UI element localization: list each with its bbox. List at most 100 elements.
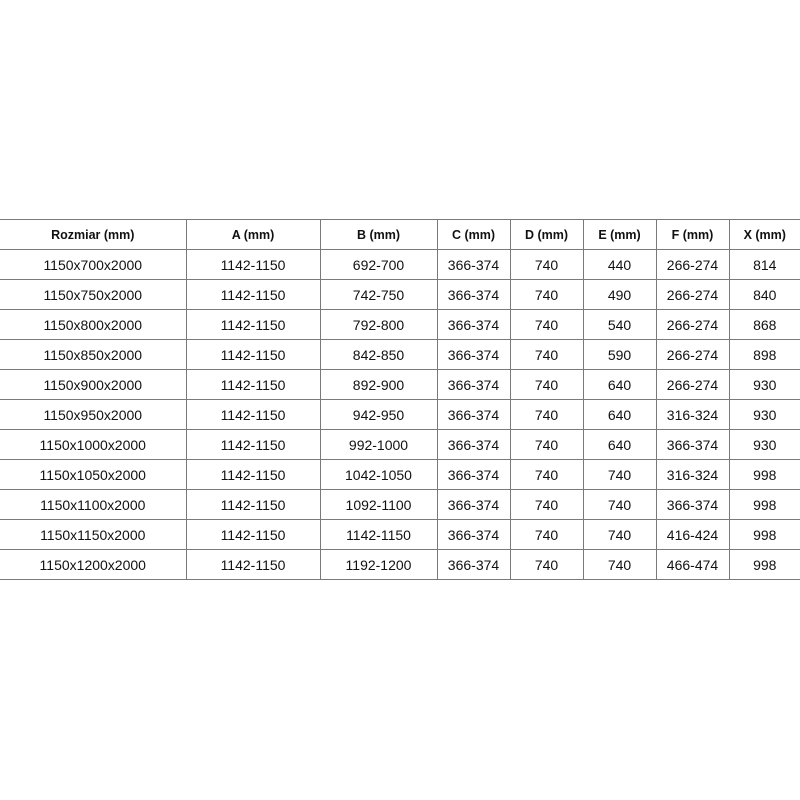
table-cell: 366-374 [436,489,511,520]
table-cell: 466-474 [655,549,730,580]
table-row: 1150x1200x2000 1142-1150 1192-1200 366-374 7… [0,549,800,580]
table-cell: 740 [509,369,584,400]
table-cell: 1150x1050x2000 [0,459,187,490]
table-row: 1150x1050x2000 1142-1150 1042-1050 366-374 7… [0,459,800,490]
column-header: F (mm) [655,219,730,250]
column-header: C (mm) [436,219,511,250]
table-cell: 1150x1100x2000 [0,489,187,520]
table-cell: 316-324 [655,399,730,430]
table-cell: 1150x950x2000 [0,399,187,430]
table-cell: 740 [509,429,584,460]
table-cell: 1142-1150 [319,519,438,550]
table-cell: 740 [582,459,657,490]
table-row: 1150x1150x2000 1142-1150 1142-1150 366-374 7… [0,519,800,550]
table-cell: 998 [728,549,800,580]
table-cell: 692-700 [319,249,438,280]
table-cell: 366-374 [436,549,511,580]
table-cell: 366-374 [436,279,511,310]
table-cell: 740 [509,339,584,370]
table-cell: 366-374 [436,309,511,340]
table-cell: 840 [728,279,800,310]
dimensions-table: Rozmiar (mm) A (mm) B (mm) C (mm) D (mm) E (m… [0,219,800,580]
table-cell: 930 [728,369,800,400]
table-cell: 740 [509,489,584,520]
table-cell: 740 [582,489,657,520]
table-cell: 740 [509,549,584,580]
table-cell: 266-274 [655,369,730,400]
table-cell: 366-374 [436,429,511,460]
table-row: 1150x750x2000 1142-1150 742-750 366-374 740 4… [0,279,800,310]
table-row: 1150x900x2000 1142-1150 892-900 366-374 740 6… [0,369,800,400]
table-cell: 930 [728,429,800,460]
table-cell: 266-274 [655,309,730,340]
table-cell: 1192-1200 [319,549,438,580]
table-cell: 366-374 [436,459,511,490]
table-cell: 992-1000 [319,429,438,460]
column-header: D (mm) [509,219,584,250]
table-cell: 540 [582,309,657,340]
table-cell: 366-374 [655,489,730,520]
table-cell: 998 [728,489,800,520]
table-cell: 416-424 [655,519,730,550]
column-header: X (mm) [728,219,800,250]
table-cell: 898 [728,339,800,370]
table-cell: 740 [509,459,584,490]
column-header: Rozmiar (mm) [0,219,187,250]
table-cell: 1142-1150 [185,309,321,340]
table-cell: 1150x800x2000 [0,309,187,340]
table-cell: 640 [582,369,657,400]
table-cell: 590 [582,339,657,370]
table-cell: 1150x850x2000 [0,339,187,370]
column-header: A (mm) [185,219,321,250]
table-cell: 842-850 [319,339,438,370]
table-row: 1150x800x2000 1142-1150 792-800 366-374 740 5… [0,309,800,340]
table-row: 1150x1100x2000 1142-1150 1092-1100 366-374 7… [0,489,800,520]
table-cell: 640 [582,399,657,430]
table-cell: 1142-1150 [185,429,321,460]
table-cell: 892-900 [319,369,438,400]
table-cell: 1150x700x2000 [0,249,187,280]
table-cell: 1150x1000x2000 [0,429,187,460]
table-cell: 266-274 [655,249,730,280]
table-cell: 1142-1150 [185,249,321,280]
table-cell: 266-274 [655,339,730,370]
table-cell: 1142-1150 [185,549,321,580]
column-header: B (mm) [319,219,438,250]
table-cell: 998 [728,459,800,490]
table-cell: 640 [582,429,657,460]
table-cell: 868 [728,309,800,340]
table-cell: 1142-1150 [185,339,321,370]
table-cell: 1142-1150 [185,399,321,430]
table-cell: 1092-1100 [319,489,438,520]
table-cell: 1142-1150 [185,519,321,550]
table-cell: 740 [509,309,584,340]
table-cell: 740 [509,249,584,280]
table-cell: 1150x1200x2000 [0,549,187,580]
table-cell: 1142-1150 [185,459,321,490]
table-cell: 740 [582,549,657,580]
header-row: Rozmiar (mm) A (mm) B (mm) C (mm) D (mm) E (m… [0,219,800,250]
table-cell: 266-274 [655,279,730,310]
table-cell: 366-374 [436,339,511,370]
table-cell: 366-374 [436,519,511,550]
table-cell: 814 [728,249,800,280]
table-cell: 740 [509,279,584,310]
table-cell: 1150x750x2000 [0,279,187,310]
table-cell: 942-950 [319,399,438,430]
table-cell: 366-374 [436,369,511,400]
table-cell: 366-374 [436,399,511,430]
table-cell: 792-800 [319,309,438,340]
table-cell: 1142-1150 [185,279,321,310]
table-cell: 930 [728,399,800,430]
table-cell: 440 [582,249,657,280]
table-cell: 998 [728,519,800,550]
table-row: 1150x1000x2000 1142-1150 992-1000 366-374 74… [0,429,800,460]
table-cell: 1142-1150 [185,489,321,520]
table-cell: 1150x1150x2000 [0,519,187,550]
table-cell: 366-374 [655,429,730,460]
table-cell: 316-324 [655,459,730,490]
table-cell: 366-374 [436,249,511,280]
table-cell: 740 [582,519,657,550]
table-row: 1150x700x2000 1142-1150 692-700 366-374 740 4… [0,249,800,280]
table-row: 1150x950x2000 1142-1150 942-950 366-374 740 6… [0,399,800,430]
